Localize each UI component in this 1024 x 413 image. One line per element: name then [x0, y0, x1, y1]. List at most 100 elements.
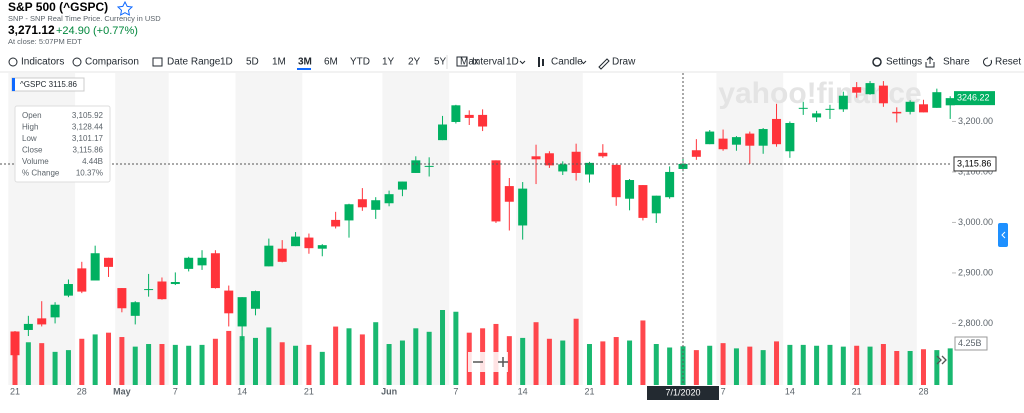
range-button[interactable]: 1M: [272, 57, 286, 68]
candle-body: [531, 156, 541, 160]
range-button[interactable]: 1Y: [382, 57, 395, 68]
volume-bar: [520, 337, 526, 385]
icon: [1001, 231, 1006, 239]
icon: [872, 57, 882, 67]
tooltip-label: Close: [22, 146, 43, 155]
candle-body: [170, 282, 180, 285]
zoom-controls: [468, 352, 508, 372]
draw-button[interactable]: Draw: [612, 57, 636, 68]
volume-bar: [560, 340, 566, 385]
candle-body: [210, 253, 220, 289]
range-button[interactable]: 5D: [246, 57, 259, 68]
scroll-right[interactable]: [936, 355, 947, 365]
candle-button[interactable]: Candle: [551, 57, 583, 68]
volume-bar: [373, 322, 379, 385]
candle-body: [785, 122, 795, 152]
icon: [983, 57, 992, 67]
range-button[interactable]: 5Y: [434, 57, 447, 68]
volume-bar: [573, 318, 579, 385]
candle-body: [625, 180, 635, 199]
candle-body: [10, 331, 20, 356]
range-button[interactable]: Max: [460, 57, 479, 68]
icon: [598, 58, 610, 70]
volume-bar: [653, 344, 659, 385]
settings-button[interactable]: Settings: [886, 57, 922, 68]
candle-body: [598, 152, 608, 157]
reset-button[interactable]: Reset: [995, 57, 1021, 68]
volume-bar: [453, 311, 459, 385]
volume-bar: [600, 341, 606, 385]
x-tick-label: 14: [518, 386, 528, 396]
volume-label: 4.25B: [958, 338, 982, 348]
volume-bar: [159, 344, 165, 385]
zoom-box: [468, 352, 508, 372]
x-tick-label: May: [113, 386, 131, 396]
title: S&P 500 (^GSPC): [8, 0, 108, 14]
interval-button[interactable]: Interval: [472, 57, 505, 68]
share-button[interactable]: Share: [943, 57, 970, 68]
volume-bar: [239, 336, 245, 385]
candle-body: [571, 151, 581, 173]
candle-body: [812, 113, 822, 118]
candle-body: [772, 118, 782, 145]
tooltip-label: Volume: [22, 157, 49, 166]
price-change: +24.90 (+0.77%): [56, 25, 138, 37]
watchlist-star[interactable]: [116, 0, 134, 16]
watermark: yahoo!finance: [718, 77, 921, 110]
symbol-color: [12, 78, 15, 91]
candle-body: [558, 164, 568, 172]
candle-body: [518, 188, 528, 226]
x-tick-label: 28: [77, 386, 87, 396]
tooltip-label: High: [22, 123, 38, 132]
volume-bar: [774, 341, 780, 385]
candle-body: [77, 268, 87, 292]
comparison-button[interactable]: Comparison: [85, 57, 139, 68]
tooltip-value: 3,115.86: [72, 146, 103, 155]
candle-body: [464, 114, 474, 118]
interval-value[interactable]: 1D: [506, 57, 519, 68]
volume-bar: [266, 327, 272, 385]
period-band: [850, 73, 917, 385]
candle-body: [37, 318, 47, 325]
indicators-button[interactable]: Indicators: [21, 57, 64, 68]
tooltip-label: Open: [22, 111, 42, 120]
volume-bar: [132, 346, 138, 385]
candle-body: [371, 200, 381, 210]
volume-bar: [25, 342, 31, 385]
zoom-in[interactable]: [498, 357, 508, 367]
volume-bar: [814, 345, 820, 385]
icon: [72, 57, 82, 67]
candle-body: [104, 257, 114, 267]
volume-bar: [226, 330, 232, 385]
volume-bar: [907, 350, 913, 385]
volume-bar: [319, 351, 325, 385]
candle-body: [451, 105, 461, 122]
x-tick-label: 21: [852, 386, 862, 396]
y-tick-label: 3,000.00: [958, 217, 993, 227]
candle-body: [638, 185, 648, 218]
active-range-underline: [297, 68, 311, 70]
volume-bar: [894, 350, 900, 385]
range-button[interactable]: 6M: [324, 57, 338, 68]
candle-body: [130, 302, 140, 316]
range-button[interactable]: 2Y: [408, 57, 421, 68]
tooltip-symbol: ^GSPC 3115.86: [20, 80, 78, 89]
volume-bar: [613, 337, 619, 385]
candle-body: [665, 171, 675, 198]
range-button[interactable]: 1D: [220, 57, 233, 68]
candle-body: [905, 101, 915, 112]
candle-body: [117, 288, 127, 309]
volume-bar: [79, 338, 85, 385]
range-button[interactable]: YTD: [350, 57, 370, 68]
range-button[interactable]: 3M: [298, 57, 312, 68]
volume-bar: [199, 344, 205, 385]
volume-bar: [65, 350, 71, 385]
date-range-button[interactable]: Date Range: [167, 57, 221, 68]
status: At close: 5:07PM EDT: [8, 37, 82, 46]
volume-bar: [707, 345, 713, 385]
last-price-tag: [954, 91, 995, 106]
volume-bar: [146, 344, 152, 385]
expand-tab[interactable]: [998, 223, 1008, 247]
candle-body: [250, 291, 260, 309]
